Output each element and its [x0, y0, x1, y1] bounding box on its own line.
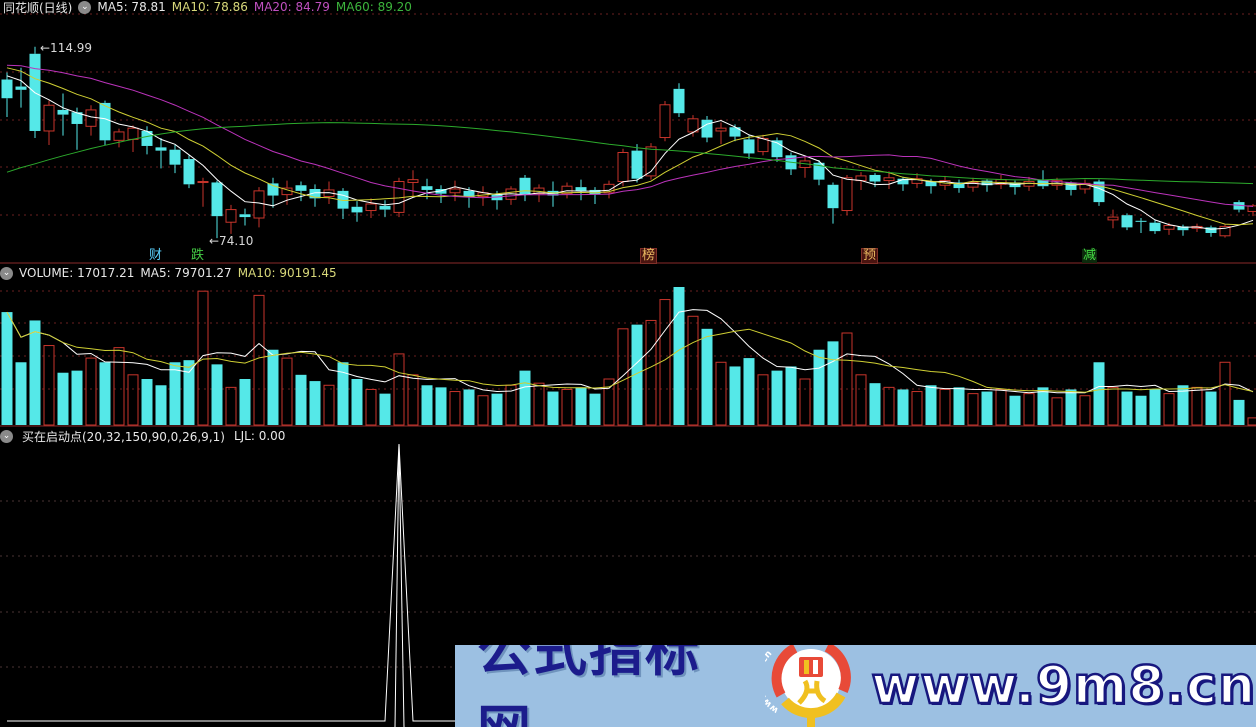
volume-ma5-legend: MA5: 79701.27 — [140, 266, 232, 280]
kline-ma20-legend: MA20: 84.79 — [253, 0, 330, 14]
chevron-down-icon[interactable]: ⌄ — [0, 429, 13, 443]
volume-ma10-legend: MA10: 90191.45 — [237, 266, 337, 280]
watermark-banner: 公式指标网 www.9m8.cn www.9m8.cn — [455, 645, 1256, 727]
indicator-title: 买在启动点(20,32,150,90,0,26,9,1) — [22, 429, 225, 444]
indicator-value: LJL: 0.00 — [233, 429, 286, 443]
event-marker-cai[interactable]: 财 — [149, 248, 163, 263]
high-price-label: ←114.99 — [40, 41, 93, 55]
low-price-label: ←74.10 — [209, 234, 254, 248]
watermark-url-link[interactable]: www.9m8.cn — [870, 655, 1256, 718]
event-marker-die[interactable]: 跌 — [191, 248, 205, 263]
kline-title: 同花顺(日线) — [3, 0, 73, 15]
event-marker-bang[interactable]: 榜 — [640, 248, 658, 264]
kline-header: 同花顺(日线) ⌄ MA5: 78.81 MA10: 78.86 MA20: 8… — [0, 0, 412, 15]
chevron-down-icon[interactable]: ⌄ — [0, 266, 13, 280]
watermark-site-name: 公式指标网 — [477, 645, 701, 727]
kline-ma10-legend: MA10: 78.86 — [171, 0, 248, 14]
volume-value-legend: VOLUME: 17017.21 — [19, 266, 135, 280]
kline-ma5-legend: MA5: 78.81 — [97, 0, 166, 14]
chevron-down-icon[interactable]: ⌄ — [78, 0, 92, 14]
event-marker-yu[interactable]: 预 — [861, 248, 879, 264]
site-logo-icon: www.9m8.cn — [765, 645, 852, 727]
volume-header: ⌄ VOLUME: 17017.21 MA5: 79701.27 MA10: 9… — [0, 265, 337, 281]
indicator-header: ⌄ 买在启动点(20,32,150,90,0,26,9,1) LJL: 0.00 — [0, 428, 285, 444]
kline-ma60-legend: MA60: 89.20 — [335, 0, 412, 14]
event-marker-jian[interactable]: 减 — [1082, 248, 1098, 263]
